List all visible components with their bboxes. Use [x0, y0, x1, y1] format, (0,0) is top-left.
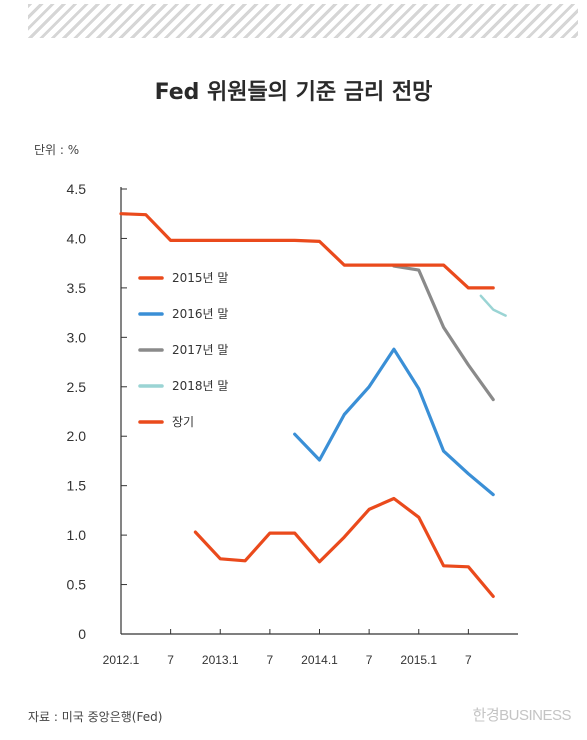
x-tick-label: 2012.1 [103, 653, 140, 667]
series-line-1 [193, 496, 495, 599]
series-line-3 [392, 264, 495, 402]
x-tick-label: 7 [465, 653, 472, 667]
line-chart: 0 0.5 1.0 1.5 2.0 2.5 3.0 3.5 4.0 4.5 2012.1 7 2013… [67, 181, 518, 667]
chart-title: Fed 위원들의 기준 금리 전망 [154, 80, 433, 105]
y-tick-label: 2.0 [67, 428, 87, 444]
series-lines [119, 212, 507, 599]
source-note: 자료 : 미국 중앙은행(Fed) [28, 710, 163, 724]
series-line-4 [479, 294, 507, 317]
legend-label: 2018년 말 [172, 379, 228, 393]
legend-label: 장기 [172, 415, 194, 429]
y-tick-label: 1.5 [67, 478, 87, 494]
x-axis-ticks: 2012.1 7 2013.1 7 2014.1 7 2015.1 7 [103, 629, 472, 667]
series-line-5 [119, 212, 495, 290]
decorative-hatch-band [28, 4, 578, 38]
y-tick-label: 0 [78, 626, 86, 642]
x-tick-label: 2013.1 [202, 653, 239, 667]
y-tick-label: 1.0 [67, 527, 87, 543]
x-tick-label: 7 [167, 653, 174, 667]
y-tick-label: 0.5 [67, 577, 87, 593]
publisher-logo: 한경BUSINESS [472, 707, 572, 724]
legend-label: 2015년 말 [172, 271, 228, 285]
x-tick-label: 2015.1 [400, 653, 437, 667]
y-tick-label: 2.5 [67, 379, 87, 395]
series-line-2 [293, 347, 495, 497]
legend-label: 2017년 말 [172, 343, 228, 357]
x-tick-label: 7 [267, 653, 274, 667]
y-tick-label: 4.0 [67, 230, 87, 246]
unit-label: 단위 : % [34, 143, 80, 157]
y-tick-label: 3.0 [67, 329, 87, 345]
x-tick-label: 7 [366, 653, 373, 667]
x-tick-label: 2014.1 [301, 653, 338, 667]
legend-label: 2016년 말 [172, 307, 228, 321]
legend: 2015년 말 2016년 말 2017년 말 2018년 말장기 [138, 271, 228, 429]
y-axis-ticks: 0 0.5 1.0 1.5 2.0 2.5 3.0 3.5 4.0 4.5 [67, 181, 127, 642]
y-tick-label: 3.5 [67, 280, 87, 296]
y-tick-label: 4.5 [67, 181, 87, 197]
